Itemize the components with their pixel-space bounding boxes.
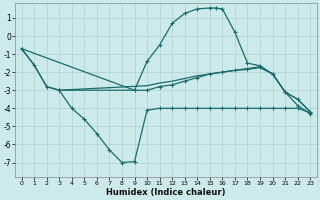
X-axis label: Humidex (Indice chaleur): Humidex (Indice chaleur): [106, 188, 226, 197]
